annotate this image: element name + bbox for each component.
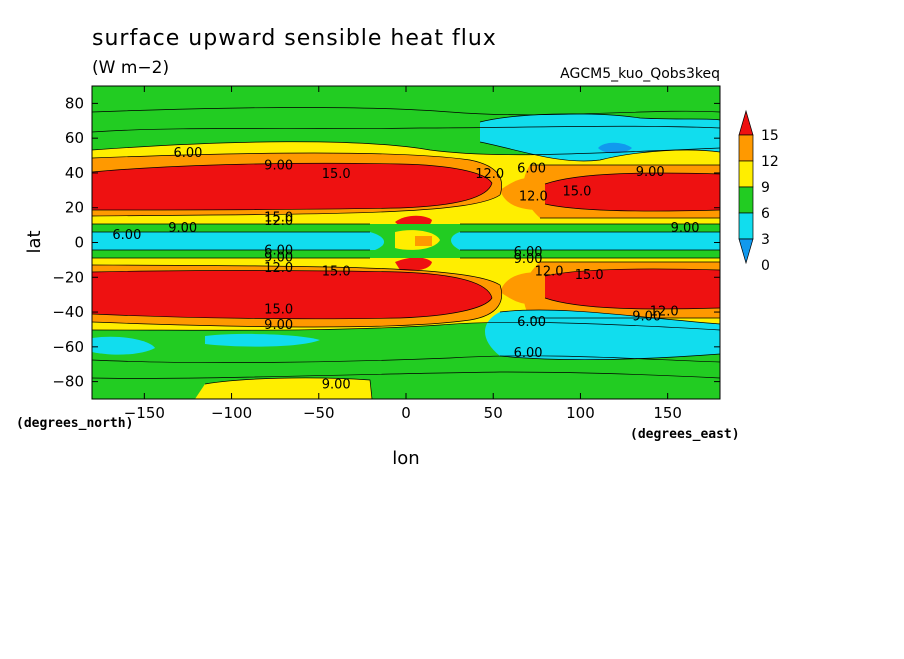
colorbar-arrow-bottom: [738, 238, 754, 265]
contour-label: 15.0: [264, 303, 293, 318]
contour-label: 15.0: [575, 268, 604, 283]
y-tick-label: −20: [52, 268, 84, 286]
contour-label: 12.0: [650, 304, 679, 319]
contour-label: 9.00: [671, 221, 700, 236]
x-axis: −150 −100 −50 0 50 100 150: [124, 86, 682, 422]
contour-label: 6.00: [173, 146, 202, 161]
colorbar-segment: [738, 160, 754, 188]
contour-label: 9.00: [264, 158, 293, 173]
x-tick-label: 100: [566, 404, 595, 422]
contour-label: 15.0: [562, 184, 591, 199]
contour-label: 6.00: [517, 162, 546, 177]
contour-label: 9.00: [264, 318, 293, 333]
y-tick-label: 0: [74, 234, 84, 252]
x-tick-label: 0: [401, 404, 411, 422]
contour-label: 6.00: [514, 245, 543, 260]
contour-label: 6.00: [112, 228, 141, 243]
colorbar-segment: [738, 186, 754, 214]
contour-label: 6.00: [517, 315, 546, 330]
contour-label: 15.0: [264, 210, 293, 225]
y-axis-units: (degrees_north): [16, 416, 133, 431]
colorbar-label: 6: [761, 206, 770, 222]
contour-label: 15.0: [322, 264, 351, 279]
colorbar-label: 12: [761, 154, 779, 170]
colorbar: 15 12 9 6 3 0: [738, 109, 779, 274]
chart-units: (W m−2): [92, 58, 169, 78]
contour-label: 9.00: [322, 377, 351, 392]
y-tick-label: 80: [65, 94, 84, 112]
contour-label: 6.00: [264, 243, 293, 258]
colorbar-label: 0: [761, 258, 770, 274]
colorbar-segment: [738, 134, 754, 162]
x-axis-label: lon: [392, 448, 419, 469]
colorbar-segment: [738, 212, 754, 240]
colorbar-label: 9: [761, 180, 770, 196]
y-tick-label: −60: [52, 338, 84, 356]
contour-label: 15.0: [322, 167, 351, 182]
contour-label: 6.00: [514, 346, 543, 361]
contour-label: 12.0: [264, 214, 293, 229]
x-axis-units: (degrees_east): [630, 427, 740, 442]
contour-label: 12.0: [264, 261, 293, 276]
x-tick-label: −100: [211, 404, 252, 422]
contour-label: 9.00: [168, 221, 197, 236]
colorbar-arrow-top: [738, 109, 754, 136]
model-name: AGCM5_kuo_Qobs3keq: [560, 66, 720, 82]
x-tick-label: 50: [484, 404, 503, 422]
y-tick-label: 20: [65, 199, 84, 217]
contour-label: 9.00: [264, 250, 293, 265]
y-axis: −80 −60 −40 −20 0 20 40 60 80: [52, 94, 720, 391]
contour-label: 9.00: [632, 310, 661, 325]
contour-label: 12.0: [535, 264, 564, 279]
y-tick-label: −40: [52, 303, 84, 321]
y-tick-label: 60: [65, 129, 84, 147]
colorbar-label: 15: [761, 128, 779, 144]
contour-label: 9.00: [514, 252, 543, 267]
contour-label: 9.00: [636, 165, 665, 180]
contour-label: 12.0: [475, 167, 504, 182]
y-tick-label: 40: [65, 164, 84, 182]
colorbar-label: 3: [761, 232, 770, 248]
x-tick-label: 150: [653, 404, 682, 422]
x-tick-label: −50: [303, 404, 335, 422]
contour-label: 12.0: [519, 190, 548, 205]
x-tick-label: −150: [124, 404, 165, 422]
y-axis-label: lat: [24, 230, 45, 253]
chart-title: surface upward sensible heat flux: [92, 26, 497, 51]
y-tick-label: −80: [52, 373, 84, 391]
